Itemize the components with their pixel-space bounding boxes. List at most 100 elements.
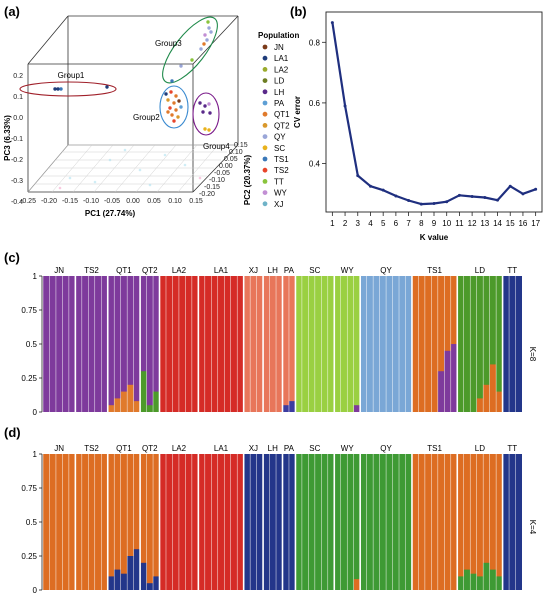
panel-label-a: (a) — [4, 4, 20, 19]
admix-bar-segment — [476, 576, 484, 590]
legend-label: WY — [274, 189, 288, 198]
admix-bar — [327, 276, 335, 412]
pca-point — [207, 128, 211, 132]
admix-bar — [94, 276, 102, 412]
admix-bar — [386, 454, 393, 590]
admix-bar — [496, 454, 503, 590]
pca-point — [179, 105, 183, 109]
pc2-tick: -0.15 — [204, 184, 220, 191]
pc1-tick: -0.20 — [41, 198, 57, 205]
admix-bar — [250, 276, 257, 412]
admix-bar — [217, 454, 225, 590]
legend-swatch — [262, 111, 268, 117]
admix-bar — [243, 276, 251, 412]
admix-bar-segment — [114, 398, 121, 412]
admix-bar — [405, 454, 412, 590]
admix-bar — [327, 454, 335, 590]
admix-bar-segment — [107, 405, 115, 412]
admix-bar — [172, 454, 179, 590]
population-label: QT2 — [142, 444, 158, 453]
admix-bar — [133, 454, 141, 590]
population-label: QY — [380, 266, 392, 275]
cv-y-axis-label: CV error — [293, 96, 302, 128]
pc1-tick: 0.10 — [168, 198, 182, 205]
admix-bar — [107, 454, 115, 590]
legend-label: LA2 — [274, 65, 289, 74]
admix-bar-segment — [140, 562, 147, 590]
population-label: WY — [341, 266, 355, 275]
panel-label-b: (b) — [290, 4, 307, 19]
legend-label: QT1 — [274, 110, 290, 119]
population-label: JN — [54, 444, 64, 453]
admix-bar — [256, 454, 264, 590]
admix-bar — [411, 276, 419, 412]
admix-bar — [347, 454, 354, 590]
pc2-tick: 0.05 — [224, 156, 238, 163]
admix-bar — [444, 276, 451, 412]
legend-label: TT — [274, 177, 284, 186]
panel-label-c: (c) — [4, 250, 20, 265]
pc2-tick: -0.20 — [199, 191, 215, 198]
admix-bar — [463, 454, 471, 590]
admix-bar — [204, 454, 212, 590]
cv-point — [356, 174, 360, 178]
admix-bar — [476, 276, 484, 412]
cv-point — [381, 188, 385, 192]
cv-point — [508, 184, 512, 188]
admix-bar — [295, 454, 302, 590]
population-label: QT1 — [116, 444, 132, 453]
pca-point — [170, 79, 174, 83]
cv-point — [521, 192, 525, 196]
admix-bar — [198, 454, 205, 590]
legend-label: LA1 — [274, 54, 289, 63]
pca-point — [174, 108, 178, 112]
admix-bar — [191, 454, 199, 590]
legend-swatch — [262, 44, 268, 50]
admix-bar — [88, 454, 95, 590]
legend-swatch — [262, 156, 268, 162]
cv-error-chart: 0.40.60.81 2 3 4 5 6 7 8 9 10 11 12 13 14 15 16 17 CV er… — [293, 11, 543, 242]
admix-bar-segment — [353, 579, 361, 590]
cv-x-axis-label: K value — [420, 233, 449, 242]
admix-bar — [204, 276, 212, 412]
pc2-tick: 0.10 — [229, 149, 243, 156]
cv-x-tick-label: 6 — [394, 219, 399, 228]
admix-bar — [463, 276, 471, 412]
legend-swatch — [262, 78, 268, 83]
admix-bar — [172, 276, 179, 412]
admix-bar — [360, 276, 367, 412]
admix-bar — [263, 454, 270, 590]
admix-bar — [250, 454, 257, 590]
pca-point — [170, 113, 174, 117]
cv-x-tick-label: 4 — [368, 219, 373, 228]
admix-bar-segment — [496, 391, 503, 412]
admix-bar — [159, 276, 166, 412]
admix-bar — [308, 276, 315, 412]
admix-bar-segment — [127, 556, 134, 590]
pc1-tick: -0.15 — [62, 198, 78, 205]
admix-bar — [373, 276, 380, 412]
cv-point — [496, 198, 500, 202]
pca-point — [209, 30, 213, 34]
cv-x-tick-label: 13 — [480, 219, 489, 228]
admix-bar — [133, 276, 141, 412]
admix-bar — [405, 276, 412, 412]
pca-point — [203, 33, 207, 37]
population-label: SC — [309, 266, 320, 275]
admix-bar — [165, 276, 173, 412]
admix-bar — [185, 276, 192, 412]
admix-bar — [340, 454, 348, 590]
admix-bar — [114, 276, 121, 412]
admix-bar — [431, 276, 438, 412]
cv-x-tick-label: 14 — [493, 219, 502, 228]
legend-label: XJ — [274, 200, 283, 209]
admix-bar-segment — [107, 576, 115, 590]
admix-y-tick-label: 0 — [33, 586, 38, 595]
population-label: TS1 — [427, 444, 442, 453]
admix-bar — [159, 454, 166, 590]
admix-bar-segment — [146, 583, 154, 590]
pc3-axis-label: PC3 (6.33%) — [3, 115, 12, 161]
admix-bar — [153, 454, 160, 590]
admix-bar-segment — [120, 573, 128, 590]
cv-point — [394, 194, 398, 198]
